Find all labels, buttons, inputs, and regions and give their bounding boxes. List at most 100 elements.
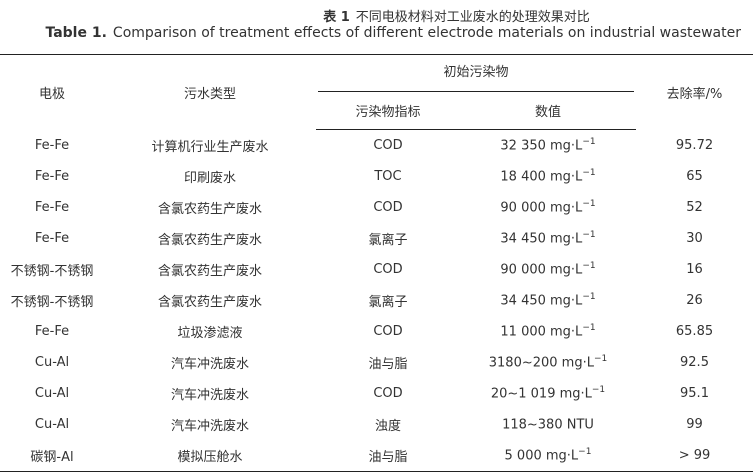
table-row: Fe-Fe 含氯农药生产废水 COD 90 000 mg·L−1 52	[0, 192, 753, 223]
table-row: 碳钢-Al 模拟压舱水 油与脂 5 000 mg·L−1 > 99	[0, 440, 753, 472]
cell-value: 118~380 NTU	[460, 409, 636, 440]
value-exponent: −1	[582, 230, 596, 241]
cell-removal-rate: 99	[686, 417, 703, 432]
cell-value: 32 350 mg·L−1	[460, 130, 636, 162]
header-wastewater-type: 污水类型	[183, 86, 236, 102]
cell-value: 5 000 mg·L−1	[460, 440, 636, 472]
cell-indicator: COD	[373, 262, 403, 277]
cell-electrode: Fe-Fe	[34, 231, 70, 246]
caption-label-en: Table 1.	[45, 25, 107, 41]
cell-value: 90 000 mg·L−1	[460, 192, 636, 223]
cell-value: 20~1 019 mg·L−1	[460, 378, 636, 409]
value-exponent: −1	[582, 292, 596, 303]
header-electrode: 电极	[38, 86, 65, 102]
cell-indicator: 油与脂	[368, 357, 408, 372]
cell-wastewater-type: 模拟压舱水	[177, 450, 243, 465]
table-row: Fe-Fe 计算机行业生产废水 COD 32 350 mg·L−1 95.72	[0, 130, 753, 162]
header-initial-pollutant: 初始污染物	[316, 55, 636, 92]
cell-electrode: Fe-Fe	[34, 137, 70, 153]
cell-removal-rate: 26	[686, 293, 703, 308]
cell-indicator: 浊度	[374, 419, 401, 434]
caption-title-zh: 不同电极材料对工业废水的处理效果对比	[355, 10, 590, 25]
table-row: 不锈钢-不锈钢 含氯农药生产废水 氯离子 34 450 mg·L−1 26	[0, 285, 753, 316]
cell-indicator: COD	[373, 200, 403, 215]
cell-removal-rate: 65	[686, 169, 703, 184]
table-row: Cu-Al 汽车冲洗废水 油与脂 3180~200 mg·L−1 92.5	[0, 347, 753, 378]
cell-removal-rate: 92.5	[680, 355, 709, 370]
value-exponent: −1	[578, 447, 592, 458]
cell-wastewater-type: 计算机行业生产废水	[151, 139, 269, 155]
cell-indicator: 氯离子	[368, 295, 408, 310]
cell-value: 90 000 mg·L−1	[460, 254, 636, 285]
cell-value: 11 000 mg·L−1	[460, 316, 636, 347]
value-text: 3180~200 mg·L	[488, 355, 594, 371]
cell-electrode: 碳钢-Al	[30, 450, 74, 465]
value-text: 18 400 mg·L	[500, 169, 583, 185]
cell-removal-rate: 16	[686, 262, 703, 277]
cell-indicator: COD	[373, 386, 403, 401]
cell-wastewater-type: 含氯农药生产废水	[157, 233, 262, 248]
table-row: Fe-Fe 垃圾渗滤液 COD 11 000 mg·L−1 65.85	[0, 316, 753, 347]
cell-electrode: Cu-Al	[34, 355, 70, 370]
table-caption-en: Table 1. Comparison of treatment effects …	[45, 25, 741, 41]
header-removal-rate: 去除率/%	[666, 86, 723, 102]
value-text: 20~1 019 mg·L	[490, 386, 592, 402]
caption-title-en: Comparison of treatment effects of diffe…	[112, 25, 741, 41]
value-text: 90 000 mg·L	[500, 200, 583, 216]
cell-wastewater-type: 含氯农药生产废水	[157, 295, 262, 310]
cell-indicator: 油与脂	[368, 450, 408, 465]
value-text: 34 450 mg·L	[500, 231, 583, 247]
cell-removal-rate: 95.1	[680, 386, 709, 401]
cell-wastewater-type: 汽车冲洗废水	[170, 388, 249, 403]
cell-indicator: TOC	[374, 169, 402, 184]
table-row: 不锈钢-不锈钢 含氯农药生产废水 COD 90 000 mg·L−1 16	[0, 254, 753, 285]
table-row: Fe-Fe 含氯农药生产废水 氯离子 34 450 mg·L−1 30	[0, 223, 753, 254]
cell-removal-rate: 65.85	[675, 324, 714, 339]
cell-electrode: Cu-Al	[34, 386, 70, 401]
cell-value: 34 450 mg·L−1	[460, 285, 636, 316]
table-row: Cu-Al 汽车冲洗废水 COD 20~1 019 mg·L−1 95.1	[0, 378, 753, 409]
cell-wastewater-type: 含氯农药生产废水	[157, 202, 262, 217]
table-row: Fe-Fe 印刷废水 TOC 18 400 mg·L−1 65	[0, 161, 753, 192]
header-value: 数值	[460, 92, 636, 130]
value-text: 34 450 mg·L	[500, 293, 583, 309]
value-exponent: −1	[582, 261, 596, 272]
value-text: 11 000 mg·L	[500, 324, 583, 340]
value-text: 118~380 NTU	[502, 417, 594, 433]
cell-wastewater-type: 印刷废水	[183, 171, 236, 186]
value-text: 90 000 mg·L	[500, 262, 583, 278]
cell-indicator: 氯离子	[368, 233, 408, 248]
cell-wastewater-type: 汽车冲洗废水	[170, 419, 249, 434]
cell-removal-rate: 52	[686, 200, 703, 215]
cell-wastewater-type: 汽车冲洗废水	[170, 357, 249, 372]
value-exponent: −1	[582, 323, 596, 334]
cell-electrode: Cu-Al	[34, 417, 70, 432]
cell-electrode: Fe-Fe	[34, 169, 70, 184]
value-text: 5 000 mg·L	[504, 448, 579, 464]
value-exponent: −1	[582, 199, 596, 210]
value-exponent: −1	[593, 354, 608, 365]
value-exponent: −1	[591, 385, 606, 396]
cell-removal-rate: > 99	[678, 448, 711, 463]
cell-removal-rate: 30	[686, 231, 703, 246]
cell-indicator: COD	[373, 138, 403, 153]
cell-value: 3180~200 mg·L−1	[460, 347, 636, 378]
cell-value: 18 400 mg·L−1	[460, 161, 636, 192]
value-exponent: −1	[582, 168, 596, 179]
table-caption-zh: 表 1 不同电极材料对工业废水的处理效果对比	[0, 6, 753, 25]
cell-wastewater-type: 垃圾渗滤液	[177, 326, 243, 341]
cell-wastewater-type: 含氯农药生产废水	[157, 264, 262, 279]
cell-indicator: COD	[373, 324, 403, 339]
cell-removal-rate: 95.72	[675, 137, 714, 153]
value-exponent: −1	[582, 137, 596, 148]
caption-label-zh: 表 1	[323, 10, 350, 25]
header-indicator: 污染物指标	[316, 92, 460, 130]
table-row: Cu-Al 汽车冲洗废水 浊度 118~380 NTU 99	[0, 409, 753, 440]
cell-electrode: Fe-Fe	[34, 200, 70, 215]
data-table: 电极 污水类型 初始污染物 去除率/% 污染物指标 数值 Fe-Fe 计算机行业生…	[0, 54, 753, 472]
cell-value: 34 450 mg·L−1	[460, 223, 636, 254]
cell-electrode: 不锈钢-不锈钢	[10, 264, 94, 279]
value-text: 32 350 mg·L	[500, 138, 583, 154]
cell-electrode: 不锈钢-不锈钢	[10, 295, 94, 310]
cell-electrode: Fe-Fe	[34, 324, 70, 339]
